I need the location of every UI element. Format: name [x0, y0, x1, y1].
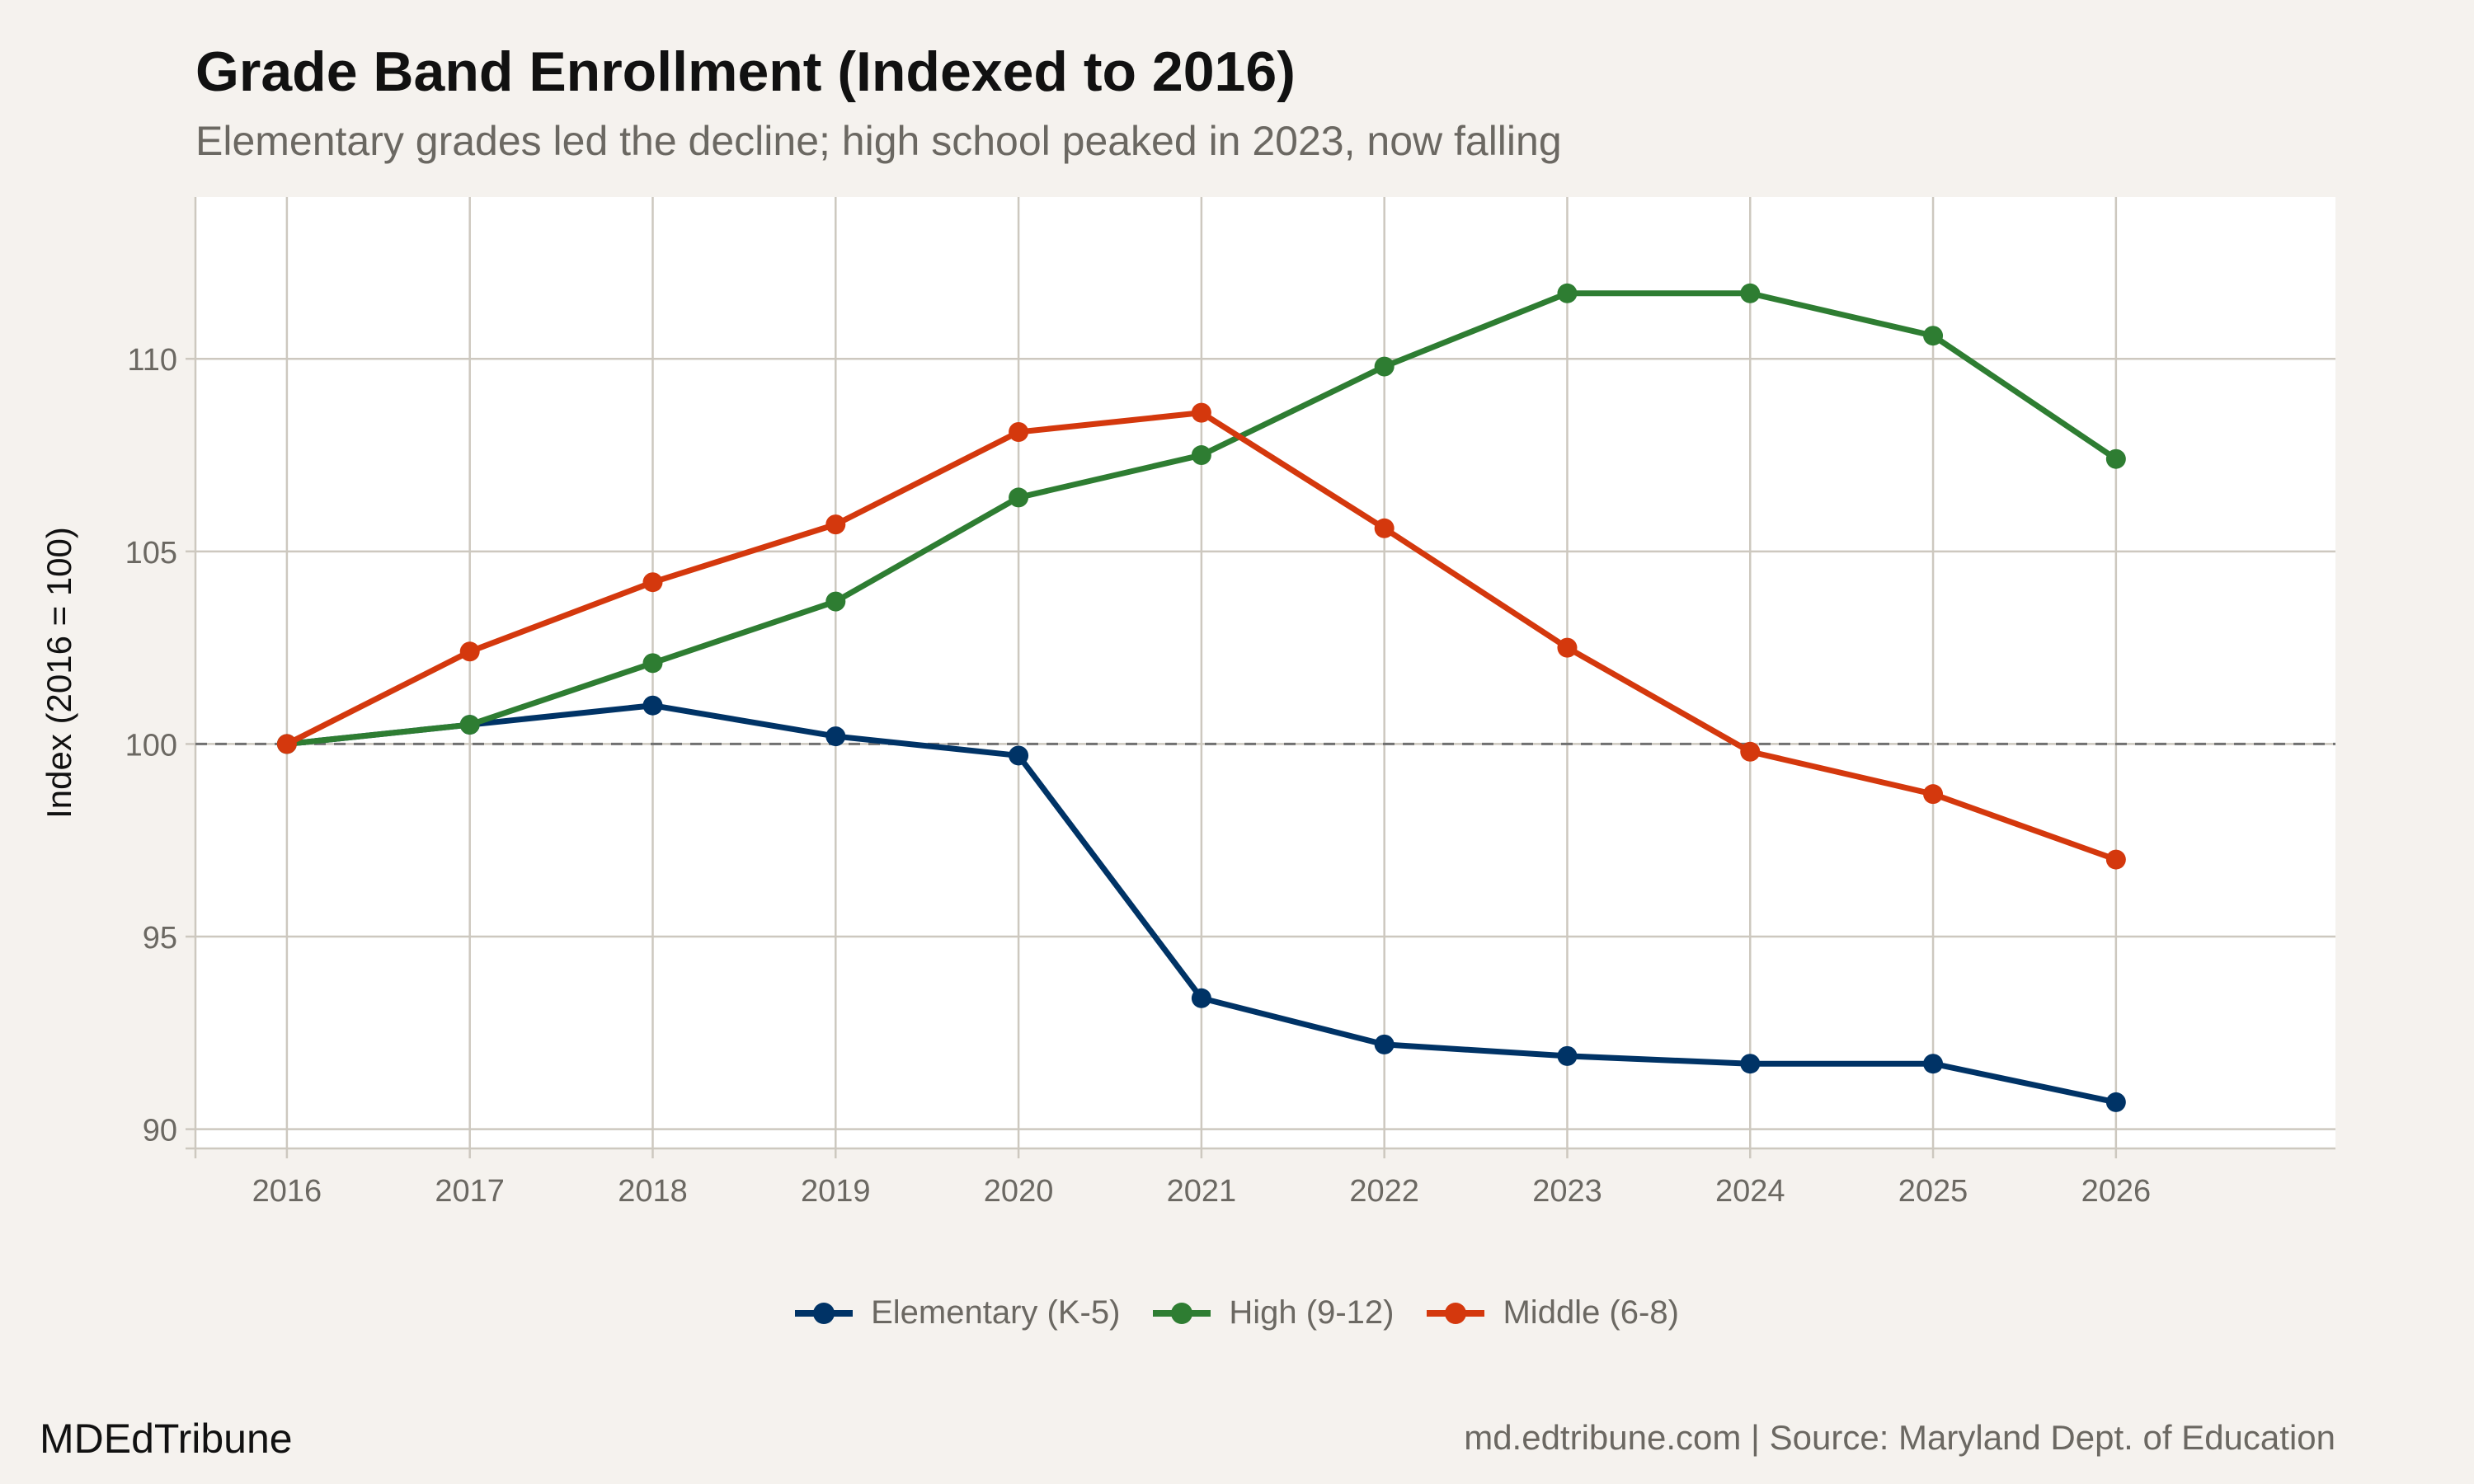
x-tick-label: 2019 — [801, 1174, 871, 1209]
data-point-elementary — [1923, 1054, 1944, 1074]
plot-panel — [195, 197, 2335, 1148]
legend-item-high: High (9-12) — [1153, 1294, 1394, 1331]
x-tick-label: 2024 — [1715, 1174, 1785, 1209]
data-point-high — [1374, 356, 1395, 377]
data-point-elementary — [825, 726, 846, 747]
source-label: md.edtribune.com | Source: Maryland Dept… — [1464, 1418, 2335, 1457]
x-tick-label: 2016 — [252, 1174, 322, 1209]
data-point-middle — [1191, 402, 1211, 423]
data-point-elementary — [1740, 1054, 1761, 1074]
chart-subtitle: Elementary grades led the decline; high … — [195, 118, 1562, 164]
x-tick-label: 2026 — [2081, 1174, 2152, 1209]
x-tick-label: 2020 — [984, 1174, 1054, 1209]
data-point-elementary — [1557, 1045, 1578, 1066]
x-tick-label: 2021 — [1167, 1174, 1237, 1209]
data-point-elementary — [1191, 988, 1211, 1008]
data-point-middle — [1374, 518, 1395, 538]
y-tick-label: 95 — [143, 921, 177, 956]
data-point-elementary — [2105, 1092, 2126, 1112]
x-tick-label: 2018 — [618, 1174, 688, 1209]
data-point-middle — [1557, 637, 1578, 658]
legend-key-icon — [795, 1302, 854, 1324]
x-tick-label: 2017 — [435, 1174, 505, 1209]
data-point-elementary — [1374, 1034, 1395, 1054]
y-tick-label: 105 — [125, 536, 177, 571]
data-point-high — [825, 591, 846, 612]
y-axis-label: Index (2016 = 100) — [40, 527, 78, 819]
data-point-high — [1557, 283, 1578, 303]
legend-label: High (9-12) — [1229, 1294, 1395, 1331]
data-point-middle — [2105, 849, 2126, 870]
data-point-elementary — [642, 695, 663, 716]
legend-label: Middle (6-8) — [1503, 1294, 1679, 1331]
x-tick-label: 2022 — [1349, 1174, 1419, 1209]
data-point-high — [459, 715, 480, 735]
data-point-middle — [276, 734, 297, 754]
legend-label: Elementary (K-5) — [871, 1294, 1121, 1331]
data-point-high — [1923, 326, 1944, 346]
chart-title: Grade Band Enrollment (Indexed to 2016) — [195, 40, 1296, 103]
data-point-middle — [459, 641, 480, 662]
data-point-middle — [1740, 741, 1761, 762]
x-tick-label: 2023 — [1532, 1174, 1602, 1209]
data-point-middle — [1009, 421, 1029, 442]
y-tick-label: 100 — [125, 728, 177, 763]
y-tick-label: 110 — [127, 343, 177, 378]
data-point-high — [2105, 448, 2126, 469]
data-point-high — [1740, 283, 1761, 303]
data-point-middle — [642, 572, 663, 593]
legend-key-icon — [1153, 1302, 1211, 1324]
data-point-middle — [825, 514, 846, 535]
legend: Elementary (K-5) High (9-12) Middle (6-8) — [0, 1294, 2474, 1331]
brand-label: MDEdTribune — [40, 1416, 293, 1462]
legend-item-elementary: Elementary (K-5) — [795, 1294, 1120, 1331]
data-point-high — [1191, 445, 1211, 466]
x-tick-label: 2025 — [1898, 1174, 1968, 1209]
legend-key-icon — [1427, 1302, 1485, 1324]
data-point-middle — [1923, 784, 1944, 805]
data-point-high — [1009, 487, 1029, 508]
y-tick-label: 90 — [143, 1114, 177, 1148]
legend-item-middle: Middle (6-8) — [1427, 1294, 1679, 1331]
data-point-elementary — [1009, 745, 1029, 766]
data-point-high — [642, 653, 663, 674]
